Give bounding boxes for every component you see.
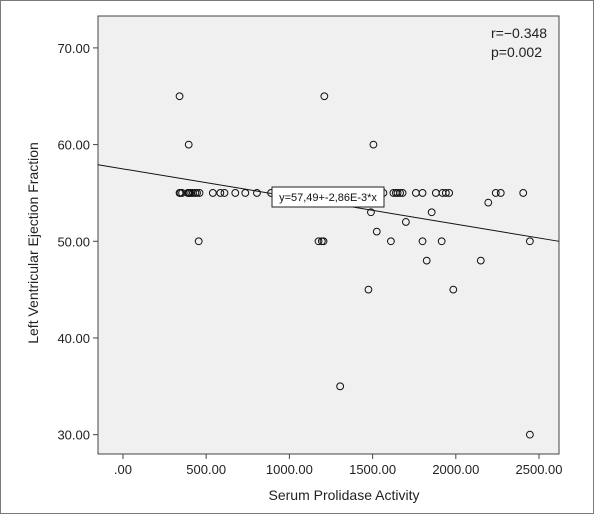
data-point bbox=[320, 92, 329, 101]
equation-box bbox=[271, 186, 385, 208]
data-point bbox=[231, 189, 240, 197]
data-point bbox=[422, 256, 431, 265]
y-axis-title: Left Ventricular Ejection Fraction bbox=[25, 142, 41, 344]
data-point bbox=[367, 208, 375, 217]
p-value-label: p=0.002 bbox=[491, 44, 542, 60]
x-tick-label: 1000.00 bbox=[266, 462, 313, 477]
fit-equation-label: y=57,49+-2,86E-3*x bbox=[279, 192, 377, 204]
data-point bbox=[484, 198, 493, 207]
data-point bbox=[364, 285, 373, 294]
x-tick-label: .00 bbox=[114, 462, 132, 477]
x-tick-label: 2500.00 bbox=[516, 462, 563, 477]
data-point bbox=[441, 189, 450, 197]
y-tick-label: 60.00 bbox=[57, 138, 90, 153]
data-point bbox=[194, 237, 203, 246]
data-point bbox=[401, 218, 410, 226]
data-point bbox=[319, 237, 328, 246]
data-point bbox=[496, 189, 505, 197]
data-point bbox=[208, 189, 217, 197]
data-point bbox=[396, 189, 404, 197]
x-tick-label: 1500.00 bbox=[349, 462, 396, 477]
data-point bbox=[336, 382, 345, 391]
x-axis-title: Serum Prolidase Activity bbox=[269, 487, 420, 503]
data-point bbox=[216, 189, 225, 197]
data-point bbox=[445, 189, 454, 197]
data-point bbox=[314, 237, 323, 246]
data-point bbox=[195, 189, 204, 197]
data-point bbox=[525, 430, 534, 439]
equation-label-layer: y=57,49+-2,86E-3*x bbox=[271, 186, 385, 208]
data-point bbox=[519, 189, 528, 197]
data-point bbox=[253, 189, 261, 197]
data-point bbox=[491, 189, 500, 197]
data-point bbox=[175, 92, 184, 101]
y-tick-label: 30.00 bbox=[57, 428, 90, 443]
correlation-r-label: r=−0.348 bbox=[491, 25, 547, 41]
data-point bbox=[393, 189, 402, 197]
data-point bbox=[418, 237, 427, 246]
data-point bbox=[437, 237, 446, 246]
data-point bbox=[372, 227, 381, 236]
data-point bbox=[193, 189, 201, 197]
data-point bbox=[476, 256, 485, 265]
data-point bbox=[525, 237, 534, 246]
data-point bbox=[398, 189, 407, 197]
x-tick-label: 2000.00 bbox=[432, 462, 479, 477]
axis-ticks: .00 500.00 1000.00 1500.00 2000.00 2500.00 30.… bbox=[57, 41, 562, 477]
y-tick-label: 40.00 bbox=[57, 331, 90, 346]
data-point bbox=[369, 140, 378, 149]
plot-area bbox=[97, 15, 560, 455]
data-point bbox=[220, 189, 229, 197]
y-tick-label: 70.00 bbox=[57, 41, 90, 56]
y-tick-label: 50.00 bbox=[57, 234, 90, 249]
x-tick-label: 500.00 bbox=[186, 462, 226, 477]
data-point bbox=[427, 208, 436, 217]
data-point bbox=[387, 237, 395, 246]
data-point bbox=[184, 140, 193, 149]
data-point bbox=[418, 189, 427, 197]
data-point bbox=[449, 285, 458, 294]
data-point bbox=[241, 189, 250, 197]
